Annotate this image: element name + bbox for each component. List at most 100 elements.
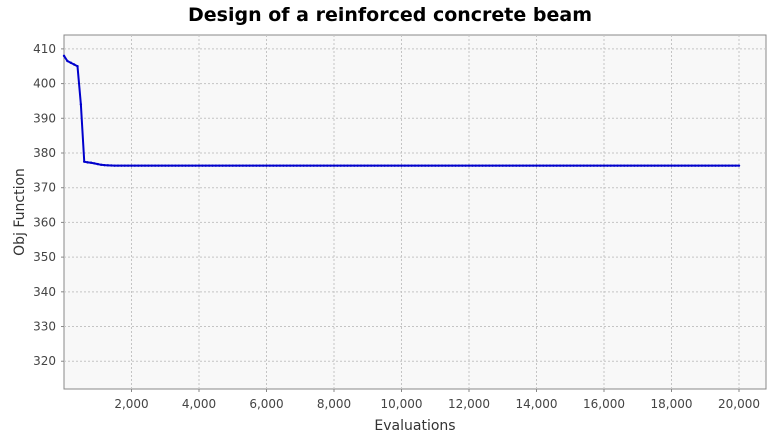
series-point (548, 164, 552, 167)
series-point (545, 164, 548, 167)
series-point (575, 164, 579, 167)
series-point (326, 164, 329, 167)
series-point (278, 164, 282, 167)
series-point (528, 164, 531, 167)
series-point (400, 164, 403, 167)
series-point (329, 164, 332, 167)
x-tick-label: 6,000 (249, 397, 283, 411)
series-point (339, 164, 342, 167)
series-point (123, 164, 126, 167)
series-point (386, 164, 390, 167)
series-point (434, 164, 437, 167)
series-point (285, 164, 288, 167)
series-point (558, 164, 562, 167)
series-point (170, 164, 174, 167)
series-point (275, 164, 278, 167)
series-point (204, 164, 207, 167)
series-point (96, 162, 99, 166)
series-point (660, 164, 663, 167)
series-point (366, 164, 369, 167)
series-point (427, 164, 430, 167)
series-point (143, 164, 147, 167)
x-gridlines (131, 35, 740, 389)
x-tick-label: 10,000 (381, 397, 423, 411)
series-point (231, 164, 234, 167)
series-point (79, 103, 83, 106)
series-point (579, 164, 582, 167)
series-point (396, 164, 400, 167)
y-tick-label: 390 (33, 111, 56, 125)
series-point (302, 164, 305, 167)
series-point (700, 164, 704, 167)
series-point (342, 164, 346, 167)
series-point (261, 164, 265, 167)
series-point (525, 164, 528, 167)
series-point (346, 164, 349, 167)
series-point (245, 164, 248, 167)
x-tick-label: 12,000 (448, 397, 490, 411)
series-point (491, 164, 494, 167)
series-point (89, 161, 93, 164)
series-point (565, 164, 569, 167)
series-point (194, 164, 197, 167)
series-point (464, 164, 467, 167)
series-point (99, 163, 103, 166)
series-point (130, 164, 133, 167)
series-point (413, 164, 417, 167)
series-point (447, 164, 450, 167)
series-point (471, 164, 474, 167)
series-point (376, 164, 380, 167)
series-point (623, 164, 626, 167)
y-axis-ticks: 320 330 340 350 360 370 380 390 400 410 (33, 42, 64, 368)
series-point (113, 164, 116, 167)
series-point (167, 164, 170, 167)
series-point (322, 164, 326, 167)
series-point (602, 164, 606, 167)
series-point (731, 164, 734, 167)
series-point (444, 164, 447, 167)
series-point (572, 164, 575, 167)
series-point (666, 164, 670, 167)
series-point (609, 164, 612, 167)
series-point (153, 164, 157, 167)
series-group (62, 54, 741, 167)
series-point (228, 164, 231, 167)
series-point (494, 164, 498, 167)
y-tick-label: 370 (33, 181, 56, 195)
series-point (390, 164, 393, 167)
series-point (72, 63, 76, 66)
series-point (511, 164, 515, 167)
series-point (356, 164, 359, 167)
series-point (417, 164, 420, 167)
series-point (86, 161, 89, 164)
series-point (450, 164, 454, 167)
series-point (531, 164, 535, 167)
series-point (629, 164, 633, 167)
series-point (663, 164, 666, 167)
series-point (552, 164, 555, 167)
series-point (380, 164, 383, 167)
series-point (150, 164, 153, 167)
series-point (140, 164, 143, 167)
x-tick-label: 4,000 (182, 397, 216, 411)
series-point (683, 164, 687, 167)
series-point (535, 164, 538, 167)
series-point (319, 164, 322, 167)
series-point (687, 164, 690, 167)
series-point (437, 164, 440, 167)
y-tick-label: 400 (33, 77, 56, 91)
series-point (616, 164, 619, 167)
series-point (474, 164, 477, 167)
series-point (241, 164, 245, 167)
series-point (596, 164, 599, 167)
series-point (201, 164, 204, 167)
series-point (116, 164, 120, 167)
series-point (697, 164, 700, 167)
series-point (477, 164, 481, 167)
series-point (626, 164, 629, 167)
series-point (147, 164, 150, 167)
series-point (714, 164, 717, 167)
series-point (359, 164, 363, 167)
series-point (670, 164, 673, 167)
x-tick-label: 20,000 (718, 397, 760, 411)
